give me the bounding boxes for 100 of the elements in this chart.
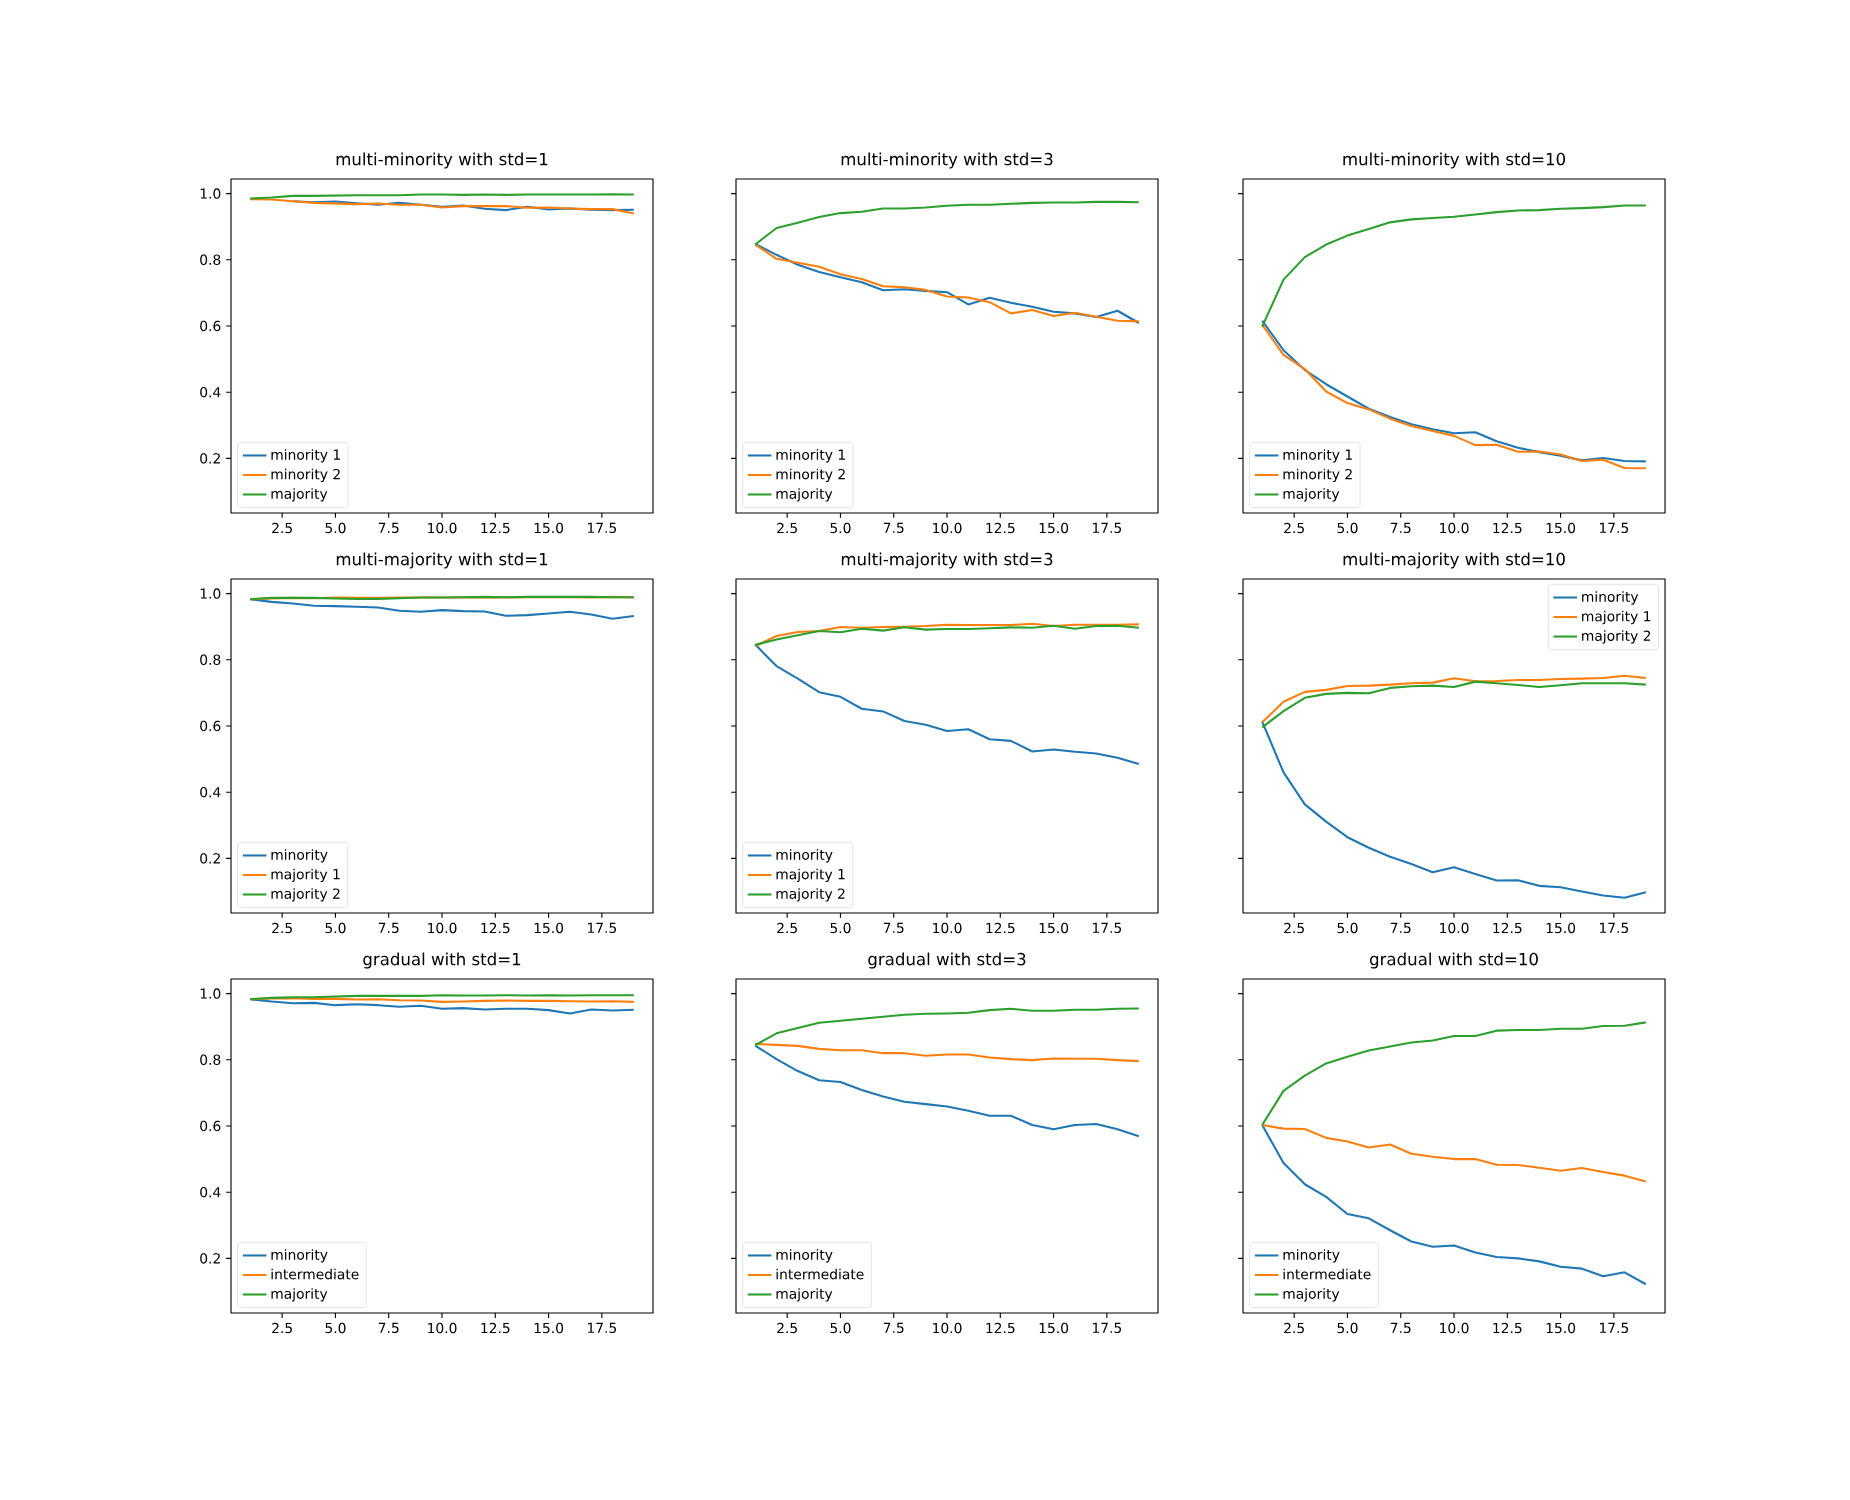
legend-label: minority 2	[271, 468, 340, 483]
legend-label: intermediate	[271, 1268, 359, 1280]
x-tick-label: 12.5	[481, 922, 510, 934]
x-tick-label: 12.5	[1493, 922, 1522, 934]
y-tick-label: 0.4	[200, 786, 221, 798]
legend-label: minority 1	[271, 449, 340, 463]
x-tick-label: 15.0	[534, 522, 564, 534]
chart-title: gradual with std=1	[363, 952, 521, 969]
x-tick-label: 17.5	[1092, 1322, 1122, 1334]
y-tick-label: 0.2	[200, 453, 220, 464]
y-tick-label: 0.6	[200, 720, 221, 732]
x-tick-label: 10.0	[1440, 922, 1469, 934]
chart-title: multi-minority with std=3	[841, 152, 1053, 169]
legend-label: majority 1	[1582, 610, 1651, 625]
legend-label: minority 2	[1283, 468, 1352, 483]
legend-label: majority 1	[271, 868, 340, 883]
x-tick-label: 15.0	[1039, 522, 1069, 534]
x-tick-label: 12.5	[1493, 522, 1522, 534]
chart-title: multi-majority with std=1	[336, 552, 548, 569]
x-tick-label: 12.5	[986, 922, 1015, 934]
x-tick-label: 2.5	[1284, 922, 1304, 934]
y-tick-label: 0.4	[200, 386, 221, 398]
x-tick-label: 12.5	[986, 522, 1015, 534]
y-tick-label: 0.6	[200, 320, 221, 332]
legend-label: majority	[271, 1288, 328, 1302]
x-tick-label: 17.5	[1092, 922, 1122, 934]
legend-label: majority	[271, 488, 328, 502]
x-tick-label: 7.5	[883, 1322, 904, 1334]
x-tick-label: 7.5	[1390, 1322, 1411, 1334]
x-tick-label: 7.5	[1390, 922, 1411, 934]
x-tick-label: 2.5	[777, 522, 797, 534]
legend-label: majority	[1283, 1288, 1340, 1302]
chart-title: gradual with std=3	[868, 952, 1026, 969]
x-tick-label: 15.0	[1546, 1322, 1576, 1334]
x-tick-label: 12.5	[1493, 1322, 1522, 1334]
y-tick-label: 0.8	[200, 654, 221, 666]
legend-label: minority	[271, 849, 328, 863]
y-tick-label: 1.0	[200, 188, 221, 199]
x-tick-label: 5.0	[830, 1322, 851, 1334]
y-tick-label: 0.6	[200, 1120, 221, 1132]
legend-label: majority 2	[271, 888, 340, 902]
x-tick-label: 15.0	[534, 1322, 564, 1334]
x-tick-label: 10.0	[428, 1322, 457, 1334]
x-tick-label: 5.0	[1337, 922, 1358, 934]
x-tick-label: 10.0	[933, 1322, 962, 1334]
chart-title: multi-majority with std=10	[1343, 552, 1565, 569]
x-tick-label: 7.5	[1390, 522, 1411, 534]
y-tick-label: 0.8	[200, 254, 221, 266]
legend-label: intermediate	[776, 1268, 864, 1280]
legend-label: minority 1	[776, 449, 845, 463]
x-tick-label: 7.5	[378, 522, 399, 534]
x-tick-label: 12.5	[481, 1322, 510, 1334]
y-tick-label: 0.2	[200, 853, 220, 864]
x-tick-label: 5.0	[325, 522, 346, 534]
x-tick-label: 15.0	[1546, 922, 1576, 934]
x-tick-label: 5.0	[1337, 522, 1358, 534]
x-tick-label: 7.5	[378, 1322, 399, 1334]
x-tick-label: 2.5	[777, 1322, 797, 1334]
x-tick-label: 15.0	[1039, 922, 1069, 934]
x-tick-label: 17.5	[1092, 522, 1122, 534]
x-tick-label: 17.5	[587, 1322, 617, 1334]
x-tick-label: 2.5	[272, 922, 292, 934]
x-tick-label: 10.0	[933, 922, 962, 934]
x-tick-label: 15.0	[1546, 522, 1576, 534]
y-tick-label: 0.2	[200, 1253, 220, 1264]
x-tick-label: 17.5	[1599, 522, 1629, 534]
legend-label: minority	[1582, 591, 1639, 605]
x-tick-label: 15.0	[1039, 1322, 1069, 1334]
chart-title: multi-majority with std=3	[841, 552, 1053, 569]
legend-label: majority	[1283, 488, 1340, 502]
y-tick-label: 0.8	[200, 1054, 221, 1066]
x-tick-label: 15.0	[534, 922, 564, 934]
x-tick-label: 17.5	[1599, 1322, 1629, 1334]
x-tick-label: 10.0	[428, 522, 457, 534]
x-tick-label: 10.0	[933, 522, 962, 534]
legend-label: majority 2	[1582, 630, 1651, 644]
legend-label: intermediate	[1283, 1268, 1371, 1280]
x-tick-label: 7.5	[883, 922, 904, 934]
x-tick-label: 5.0	[830, 922, 851, 934]
x-tick-label: 10.0	[1440, 522, 1469, 534]
x-tick-label: 10.0	[1440, 1322, 1469, 1334]
x-tick-label: 12.5	[481, 522, 510, 534]
x-tick-label: 2.5	[1284, 522, 1304, 534]
x-tick-label: 5.0	[325, 1322, 346, 1334]
x-tick-label: 2.5	[272, 522, 292, 534]
legend-label: minority 1	[1283, 449, 1352, 463]
legend-label: majority 1	[776, 868, 845, 883]
x-tick-label: 2.5	[272, 1322, 292, 1334]
x-tick-label: 10.0	[428, 922, 457, 934]
x-tick-label: 2.5	[777, 922, 797, 934]
y-tick-label: 0.4	[200, 1186, 221, 1198]
y-tick-label: 1.0	[200, 988, 221, 999]
legend-label: majority	[776, 1288, 833, 1302]
x-tick-label: 7.5	[378, 922, 399, 934]
legend-label: majority	[776, 488, 833, 502]
legend-label: minority	[776, 1249, 833, 1263]
x-tick-label: 5.0	[325, 922, 346, 934]
x-tick-label: 17.5	[587, 922, 617, 934]
x-tick-label: 17.5	[587, 522, 617, 534]
x-tick-label: 17.5	[1599, 922, 1629, 934]
